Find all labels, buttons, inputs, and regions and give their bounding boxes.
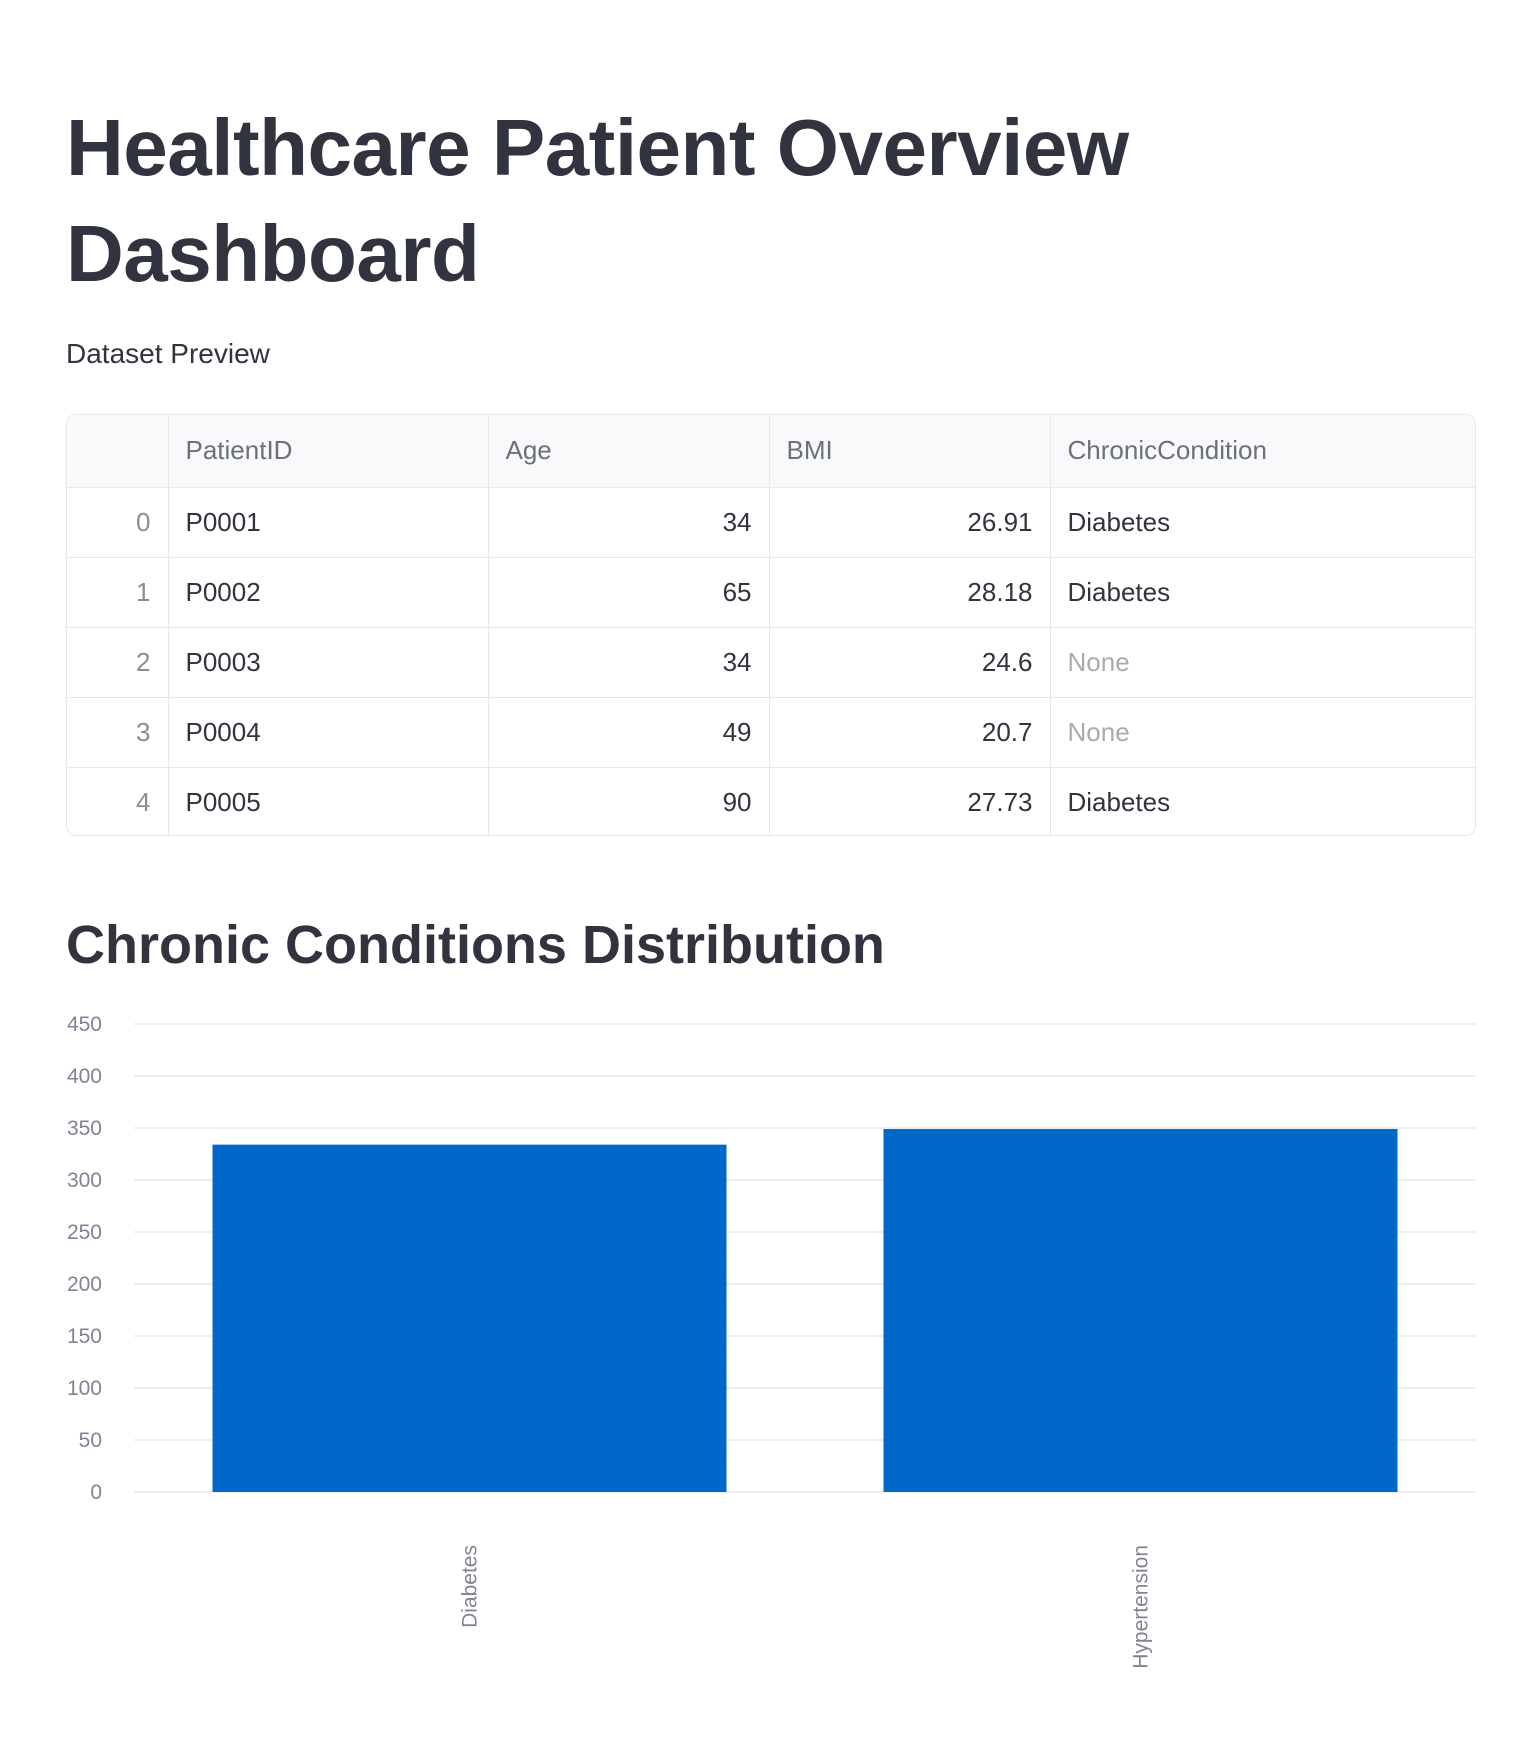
table-row: 0 P0001 34 26.91 Diabetes <box>67 487 1475 558</box>
cell-bmi[interactable]: 26.91 <box>769 487 1051 558</box>
chronic-conditions-bar-chart[interactable]: 0 50 100 150 200 250 300 350 400 450 Diabetes Hype… <box>0 990 1529 1710</box>
dataset-preview-caption: Dataset Preview <box>66 338 270 369</box>
cell-chroniccondition[interactable]: Diabetes <box>1050 487 1475 558</box>
y-tick-label: 350 <box>67 1117 102 1140</box>
row-index: 1 <box>67 557 169 628</box>
column-header-index[interactable] <box>67 415 169 488</box>
cell-bmi[interactable]: 20.7 <box>769 697 1051 768</box>
cell-chroniccondition[interactable]: None <box>1050 697 1475 768</box>
y-tick-label: 150 <box>67 1325 102 1348</box>
cell-patientid[interactable]: P0005 <box>168 767 489 835</box>
cell-age[interactable]: 34 <box>488 627 770 698</box>
y-tick-label: 200 <box>67 1273 102 1296</box>
cell-age[interactable]: 34 <box>488 487 770 558</box>
table-row: 4 P0005 90 27.73 Diabetes <box>67 767 1475 835</box>
dataset-preview-table[interactable]: PatientID Age BMI ChronicCondition 0 P00… <box>66 414 1476 836</box>
y-tick-label: 0 <box>90 1481 102 1504</box>
table-row: 2 P0003 34 24.6 None <box>67 627 1475 698</box>
y-tick-label: 450 <box>67 1013 102 1036</box>
y-tick-label: 300 <box>67 1169 102 1192</box>
table-row: 1 P0002 65 28.18 Diabetes <box>67 557 1475 628</box>
table-row: 3 P0004 49 20.7 None <box>67 697 1475 768</box>
cell-patientid[interactable]: P0003 <box>168 627 489 698</box>
column-header-chroniccondition[interactable]: ChronicCondition <box>1050 415 1475 488</box>
cell-bmi[interactable]: 28.18 <box>769 557 1051 628</box>
cell-bmi[interactable]: 27.73 <box>769 767 1051 835</box>
cell-patientid[interactable]: P0002 <box>168 557 489 628</box>
data-table: PatientID Age BMI ChronicCondition 0 P00… <box>67 415 1475 835</box>
row-index: 2 <box>67 627 169 698</box>
chart-bars <box>212 1129 1398 1492</box>
table-header-row: PatientID Age BMI ChronicCondition <box>67 415 1475 488</box>
cell-bmi[interactable]: 24.6 <box>769 627 1051 698</box>
chart-section-title: Chronic Conditions Distribution <box>66 915 885 975</box>
cell-chroniccondition[interactable]: Diabetes <box>1050 557 1475 628</box>
cell-chroniccondition[interactable]: None <box>1050 627 1475 698</box>
cell-age[interactable]: 49 <box>488 697 770 768</box>
row-index: 0 <box>67 487 169 558</box>
x-tick-label: Hypertension <box>1130 1545 1153 1669</box>
column-header-patientid[interactable]: PatientID <box>168 415 489 488</box>
bar-diabetes[interactable] <box>212 1144 727 1492</box>
cell-age[interactable]: 90 <box>488 767 770 835</box>
y-tick-label: 100 <box>67 1377 102 1400</box>
y-tick-label: 50 <box>79 1429 102 1452</box>
row-index: 4 <box>67 767 169 835</box>
cell-patientid[interactable]: P0004 <box>168 697 489 768</box>
bar-hypertension[interactable] <box>883 1129 1398 1492</box>
chart-x-axis: Diabetes Hypertension <box>459 1545 1153 1669</box>
row-index: 3 <box>67 697 169 768</box>
column-header-bmi[interactable]: BMI <box>769 415 1051 488</box>
cell-chroniccondition[interactable]: Diabetes <box>1067 786 1171 817</box>
cell-patientid[interactable]: P0001 <box>168 487 489 558</box>
cell-age[interactable]: 65 <box>488 557 770 628</box>
chart-y-axis: 0 50 100 150 200 250 300 350 400 450 <box>67 1013 102 1504</box>
x-tick-label: Diabetes <box>459 1545 482 1628</box>
page-title: Healthcare Patient Overview Dashboard <box>66 103 1129 298</box>
column-header-age[interactable]: Age <box>488 415 770 488</box>
y-tick-label: 250 <box>67 1221 102 1244</box>
y-tick-label: 400 <box>67 1065 102 1088</box>
